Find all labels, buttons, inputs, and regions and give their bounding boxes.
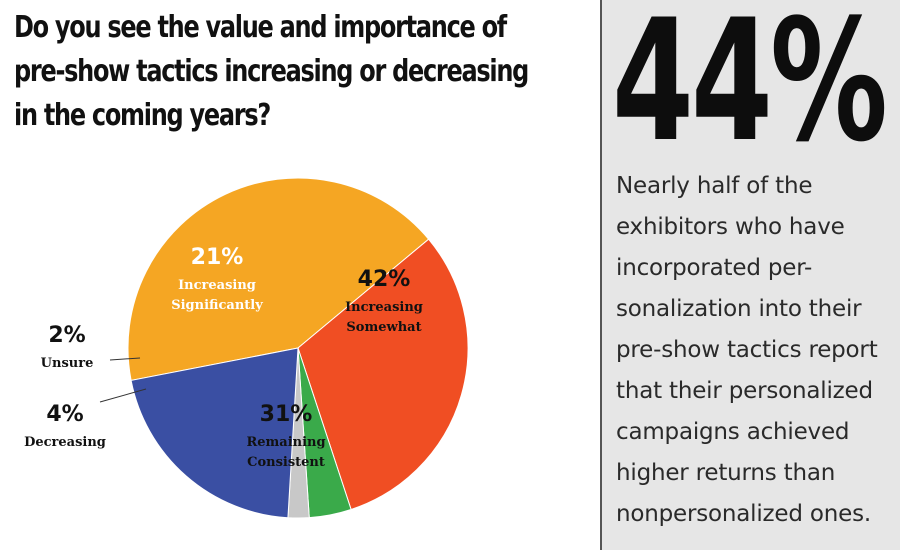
chart-title-line: pre-show tactics increasing or decreasin… <box>14 54 529 89</box>
chart-title-line: Do you see the value and importance of <box>14 10 507 45</box>
stat-line: sonalization into their <box>616 296 862 322</box>
slice-label-unsure: Unsure <box>41 356 94 371</box>
stat-panel: 44% Nearly half of the exhibitors who ha… <box>600 0 900 550</box>
pie-slice-increasing-somewhat <box>127 177 430 382</box>
pie-slice-remaining-consistent <box>297 238 469 511</box>
stat-line: incorporated per- <box>616 255 813 281</box>
pie-slice-increasing-significantly <box>130 347 299 519</box>
slice-label-remaining-consistent: Remaining <box>246 435 325 450</box>
slice-pct-decreasing: 4% <box>46 402 83 427</box>
stat-line: campaigns achieved <box>616 419 850 445</box>
pie-chart: 42% Increasing Somewhat 31% Remaining Co… <box>24 177 469 519</box>
slice-label-decreasing: Decreasing <box>24 435 106 450</box>
slice-pct-increasing-somewhat: 42% <box>358 267 411 292</box>
chart-title-line: in the coming years? <box>14 98 271 133</box>
stat-description: Nearly half of the exhibitors who have i… <box>616 166 896 535</box>
leader-line-unsure <box>109 357 141 361</box>
slice-label-increasing-significantly: Significantly <box>171 298 263 313</box>
stat-line: higher returns than <box>616 460 836 486</box>
slice-label-increasing-significantly: Increasing <box>178 278 256 293</box>
slice-pct-unsure: 2% <box>48 323 85 348</box>
slice-label-increasing-somewhat: Somewhat <box>346 320 421 335</box>
stat-line: nonpersonalized ones. <box>616 501 871 527</box>
leader-line-decreasing <box>99 388 147 403</box>
slice-pct-remaining-consistent: 31% <box>260 402 313 427</box>
stat-value: 44% <box>612 0 888 179</box>
stat-line: pre-show tactics report <box>616 337 878 363</box>
chart-panel: Do you see the value and importance of p… <box>14 6 590 519</box>
stat-line: exhibitors who have <box>616 214 845 240</box>
slice-label-remaining-consistent: Consistent <box>247 455 325 470</box>
stat-line: Nearly half of the <box>616 173 813 199</box>
slice-label-increasing-somewhat: Increasing <box>345 300 423 315</box>
stat-line: that their personalized <box>616 378 873 404</box>
chart-title: Do you see the value and importance of p… <box>14 6 590 138</box>
slice-pct-increasing-significantly: 21% <box>191 245 244 270</box>
